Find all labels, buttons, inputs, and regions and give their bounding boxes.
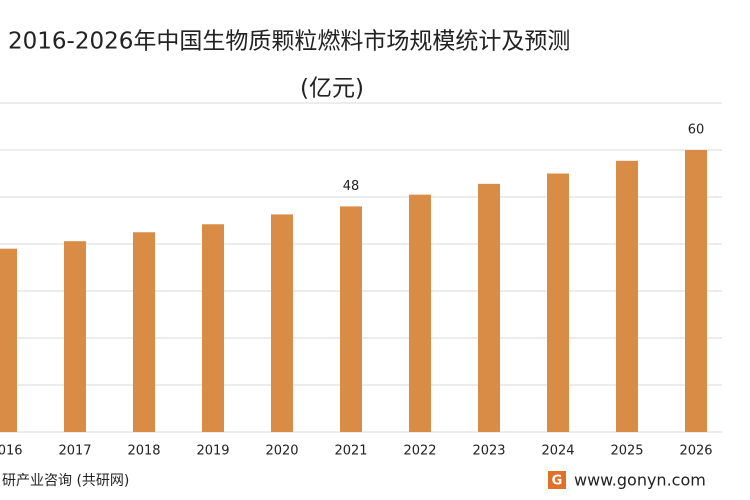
bar (202, 224, 224, 432)
bar (685, 150, 707, 432)
bar (271, 214, 293, 432)
x-tick-label: 2024 (541, 444, 574, 459)
website: www.gonyn.com (574, 471, 706, 490)
source-note: 研产业咨询 (共研网) (2, 473, 129, 489)
x-tick-label: 2022 (403, 444, 436, 459)
bar (616, 160, 638, 432)
x-tick-label: 2023 (472, 444, 505, 459)
x-tick-label: 2017 (58, 444, 91, 459)
bar (409, 194, 431, 432)
value-label: 60 (688, 123, 705, 138)
x-tick-label: 2020 (265, 444, 298, 459)
chart-subtitle: (亿元) (300, 76, 364, 102)
logo-icon (548, 471, 566, 489)
logo-letter: G (552, 474, 563, 489)
bar (0, 248, 17, 432)
value-label: 48 (343, 179, 360, 194)
x-tick-label: 2018 (127, 444, 160, 459)
x-tick-label: 2026 (679, 444, 712, 459)
x-tick-label: 2021 (334, 444, 367, 459)
bar (64, 241, 86, 432)
x-tick-label: 2019 (196, 444, 229, 459)
chart-title: 2016-2026年中国生物质颗粒燃料市场规模统计及预测 (8, 29, 570, 55)
x-tick-label: 2025 (610, 444, 643, 459)
bar (478, 183, 500, 432)
x-tick-label: 2016 (0, 444, 23, 459)
bar (133, 232, 155, 432)
bar (340, 206, 362, 432)
bar (547, 173, 569, 432)
